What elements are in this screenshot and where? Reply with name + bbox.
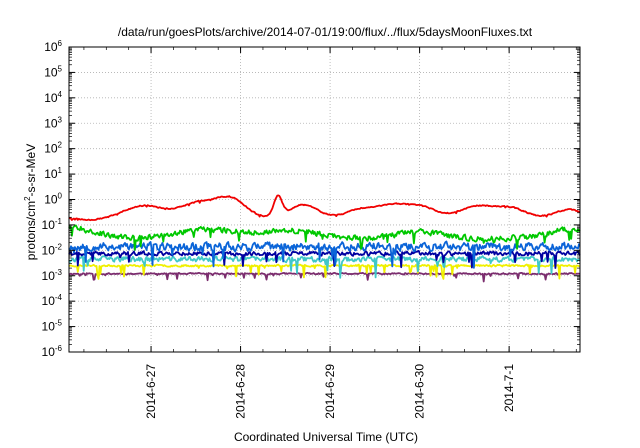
y-axis-label-sup: 2	[23, 196, 32, 201]
y-axis-label: protons/cm2-s-sr-MeV	[23, 144, 38, 260]
x-tick-label: 2014-6-30	[413, 364, 427, 419]
y-tick-label: 106	[44, 39, 62, 54]
y-tick-label: 10-3	[42, 268, 63, 283]
chart-title: /data/run/goesPlots/archive/2014-07-01/1…	[118, 25, 533, 39]
y-tick-label: 102	[44, 141, 62, 156]
series-line	[68, 240, 581, 269]
series-line	[68, 249, 581, 269]
y-tick-label: 105	[44, 64, 62, 79]
x-tick-label: 2014-6-27	[144, 364, 158, 419]
series-line	[68, 263, 581, 280]
y-tick-label: 103	[44, 115, 62, 130]
series-line	[68, 255, 581, 279]
y-tick-label: 10-4	[42, 293, 63, 308]
y-tick-label: 10-2	[42, 242, 63, 257]
x-tick-labels: 2014-6-27 2014-6-28 2014-6-29 2014-6-30 2014…	[144, 364, 516, 419]
y-tick-label: 10-6	[42, 344, 63, 359]
y-tick-label: 100	[44, 192, 62, 207]
y-tick-label: 104	[44, 90, 62, 105]
series-line	[68, 194, 581, 222]
y-tick-labels: 10-6 10-5 10-4 10-3 10-2 10-1 100 101 102 103 104 1…	[42, 39, 63, 359]
y-tick-label: 101	[44, 166, 62, 181]
y-tick-label: 10-1	[42, 217, 63, 232]
x-tick-label: 2014-7-1	[502, 364, 516, 412]
x-tick-label: 2014-6-29	[323, 364, 337, 419]
series-group	[68, 194, 581, 283]
y-axis-label-rest: -s-sr-MeV	[24, 144, 38, 197]
x-tick-label: 2014-6-28	[234, 364, 248, 419]
axis-ticks	[69, 46, 580, 353]
x-axis-label: Coordinated Universal Time (UTC)	[234, 430, 418, 444]
y-axis-label-main: protons/cm	[24, 201, 38, 260]
y-tick-label: 10-5	[42, 319, 63, 334]
series-line	[68, 224, 581, 251]
